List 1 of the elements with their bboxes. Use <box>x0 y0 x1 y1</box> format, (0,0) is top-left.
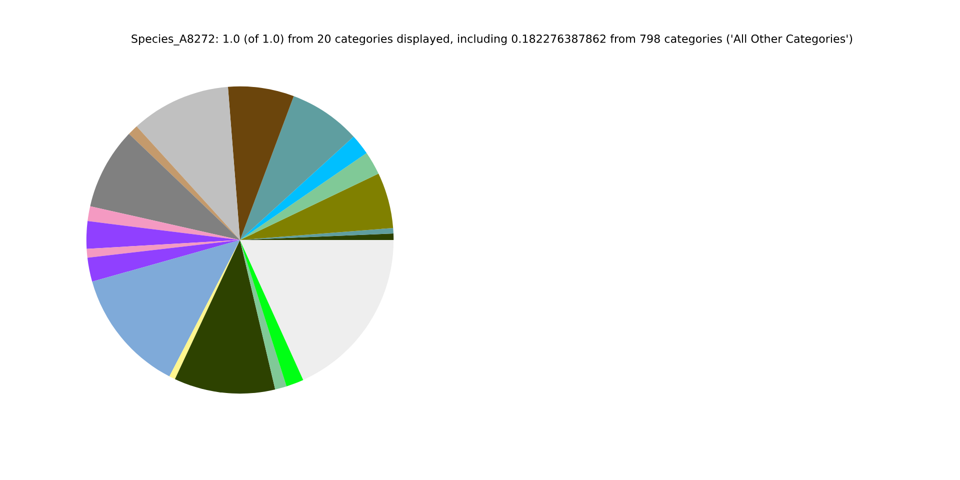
text: Species_A8272: 1.0 (of 1.0) from 20 categories displayed, including 0.182276387862 from 798 categories ('All Other Categories') <box>132 34 852 46</box>
